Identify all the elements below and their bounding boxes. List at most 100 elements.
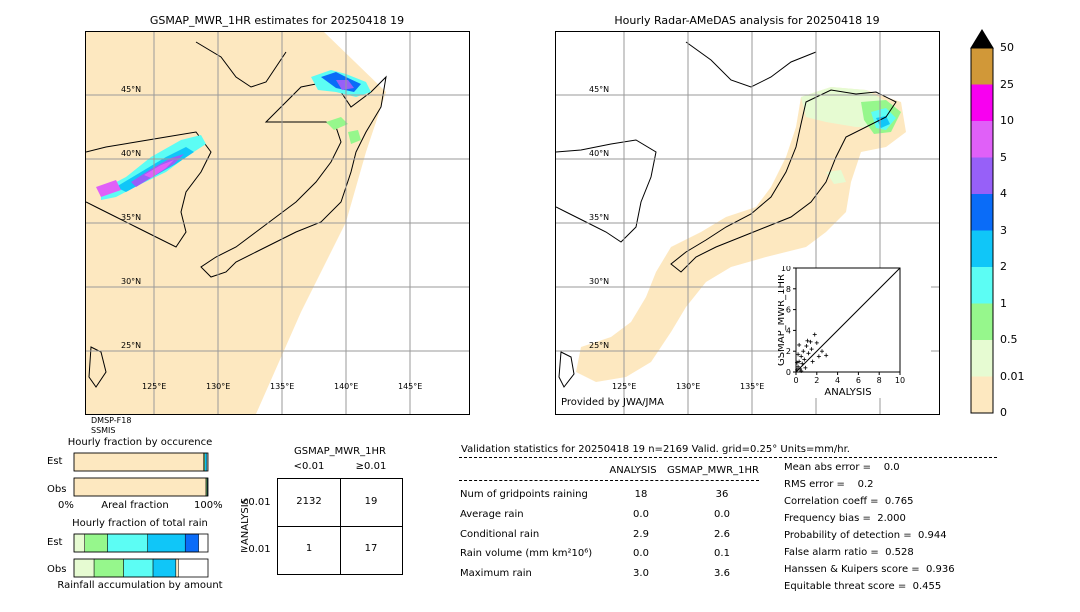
occurrence-x-max: 100% [194, 500, 223, 511]
left-map-title: GSMAP_MWR_1HR estimates for 20250418 19 [149, 14, 405, 27]
right-lon-label-135: 135°E [740, 382, 765, 391]
total-rain-est-label: Est [47, 537, 63, 548]
occurrence-bar-obs-2 [206, 477, 208, 497]
total-rain-bar-obs-0 [73, 558, 95, 578]
left-lat-label-45: 45°N [121, 85, 142, 94]
occurrence-title: Hourly fraction by occurence [67, 437, 213, 448]
scatter-point-15 [797, 342, 802, 347]
colorbar-tick-2: 0.5 [1000, 333, 1018, 346]
left-lon-label-125: 125°E [142, 382, 167, 391]
colorbar-segment-3 [971, 267, 993, 304]
colorbar-tick-10: 50 [1000, 41, 1014, 54]
scatter-y-tick-4: 8 [786, 285, 791, 294]
scatter-plot: 0 2 4 6 8 10 0 2 4 6 8 10 ANALYSIS GSMAP_MWR_1HR [778, 266, 905, 398]
right-map-graphic [556, 32, 939, 414]
scatter-y-tick-3: 6 [786, 306, 791, 315]
colorbar-extend-arrow [970, 29, 994, 49]
occurrence-bar-est-2 [204, 452, 208, 472]
left-lon-label-135: 135°E [270, 382, 295, 391]
right-lon-label-130: 130°E [676, 382, 701, 391]
validation-col-rule [459, 480, 759, 481]
score-hk: Hanssen & Kuipers score = 0.936 [784, 564, 955, 575]
stat-analysis-average: 0.0 [633, 509, 649, 520]
left-lat-label-25: 25°N [121, 341, 142, 350]
contingency-col-header-ge: ≥0.01 [355, 461, 387, 472]
colorbar-tick-9: 25 [1000, 77, 1014, 91]
scatter-point-13 [816, 354, 821, 359]
total-rain-obs-label: Obs [47, 564, 67, 575]
total-rain-frame-obs [73, 558, 209, 578]
total-rain-chart [73, 533, 209, 578]
occurrence-obs-label: Obs [47, 484, 67, 495]
occurrence-bar-est-0 [73, 452, 204, 472]
score-pod: Probability of detection = 0.944 [784, 530, 947, 541]
colorbar-segment-0 [971, 376, 993, 413]
colorbar-tick-7: 5 [1000, 150, 1007, 164]
right-map-title: Hourly Radar-AMeDAS analysis for 2025041… [614, 14, 880, 27]
scatter-point-7 [802, 357, 807, 362]
scatter-point-9 [806, 351, 811, 356]
occurrence-chart [73, 452, 209, 497]
colorbar-segment-6 [971, 157, 993, 194]
scatter-point-19 [810, 359, 815, 364]
scatter-x-tick-3: 6 [856, 376, 861, 385]
scatter-point-12 [814, 340, 819, 345]
right-lat-label-30: 30°N [589, 277, 610, 286]
stat-gsmap-volume: 0.1 [714, 548, 730, 559]
validation-col-gsmap: GSMAP_MWR_1HR [667, 465, 759, 476]
stat-label-average: Average rain [460, 509, 524, 520]
scatter-x-tick-2: 4 [835, 376, 840, 385]
scatter-x-tick-1: 2 [814, 376, 819, 385]
score-correlation: Correlation coeff = 0.765 [784, 496, 914, 507]
scatter-point-6 [801, 349, 806, 354]
scatter-point-11 [812, 332, 817, 337]
stat-label-conditional: Conditional rain [460, 529, 540, 540]
contingency-side-label: ANALYSIS [240, 497, 252, 546]
scatter-point-18 [796, 352, 801, 357]
scatter-point-22 [795, 360, 800, 365]
score-ets: Equitable threat score = 0.455 [784, 581, 942, 592]
occurrence-frame-obs [73, 477, 209, 497]
contingency-cell-10: 1 [305, 543, 313, 554]
left-lon-label-130: 130°E [206, 382, 231, 391]
colorbar-tick-8: 10 [1000, 114, 1014, 127]
scatter-point-0 [795, 367, 800, 372]
validation-header: Validation statistics for 20250418 19 n=… [461, 444, 850, 455]
stat-analysis-gridpoints: 18 [634, 489, 648, 500]
left-lat-label-40: 40°N [121, 149, 142, 158]
scatter-point-23 [808, 339, 813, 344]
scatter-y-tick-5: 10 [781, 266, 791, 273]
scatter-y-tick-1: 2 [786, 347, 791, 356]
scatter-point-5 [800, 361, 805, 366]
stat-gsmap-maximum: 3.6 [714, 568, 730, 579]
stat-analysis-conditional: 2.9 [633, 529, 649, 540]
scatter-point-2 [797, 359, 802, 364]
scatter-point-16 [803, 365, 808, 370]
scatter-y-tick-0: 0 [786, 368, 791, 377]
colorbar-segment-4 [971, 230, 993, 267]
stat-gsmap-conditional: 2.6 [714, 529, 730, 540]
colorbar-segment-1 [971, 340, 993, 377]
right-lat-label-25: 25°N [589, 341, 610, 350]
colorbar [970, 29, 994, 414]
colorbar-segment-8 [971, 84, 993, 121]
scatter-point-1 [796, 364, 801, 369]
total-rain-bar-obs-3 [152, 558, 177, 578]
scatter-point-20 [824, 353, 829, 358]
occurrence-est-label: Est [47, 456, 63, 467]
stat-label-volume: Rain volume (mm km²10⁶) [460, 548, 593, 559]
occurrence-xlabel: Areal fraction [101, 500, 169, 511]
total-rain-bar-obs-2 [123, 558, 154, 578]
total-rain-bar-est-1 [84, 533, 108, 553]
scatter-point-3 [798, 366, 803, 371]
total-rain-bar-est-2 [107, 533, 148, 553]
colorbar-tick-6: 4 [1000, 187, 1007, 200]
contingency-cell-00: 2132 [296, 496, 322, 507]
colorbar-tick-3: 1 [1000, 296, 1007, 310]
stat-label-maximum: Maximum rain [460, 568, 532, 579]
total-rain-bar-est-0 [73, 533, 85, 553]
left-lon-label-145: 145°E [398, 382, 423, 391]
left-map: 45°N 40°N 35°N 30°N 25°N 125°E 130°E 135… [85, 31, 470, 415]
scatter-x-tick-4: 8 [877, 376, 882, 385]
colorbar-tick-1: 0.01 [1000, 369, 1025, 383]
